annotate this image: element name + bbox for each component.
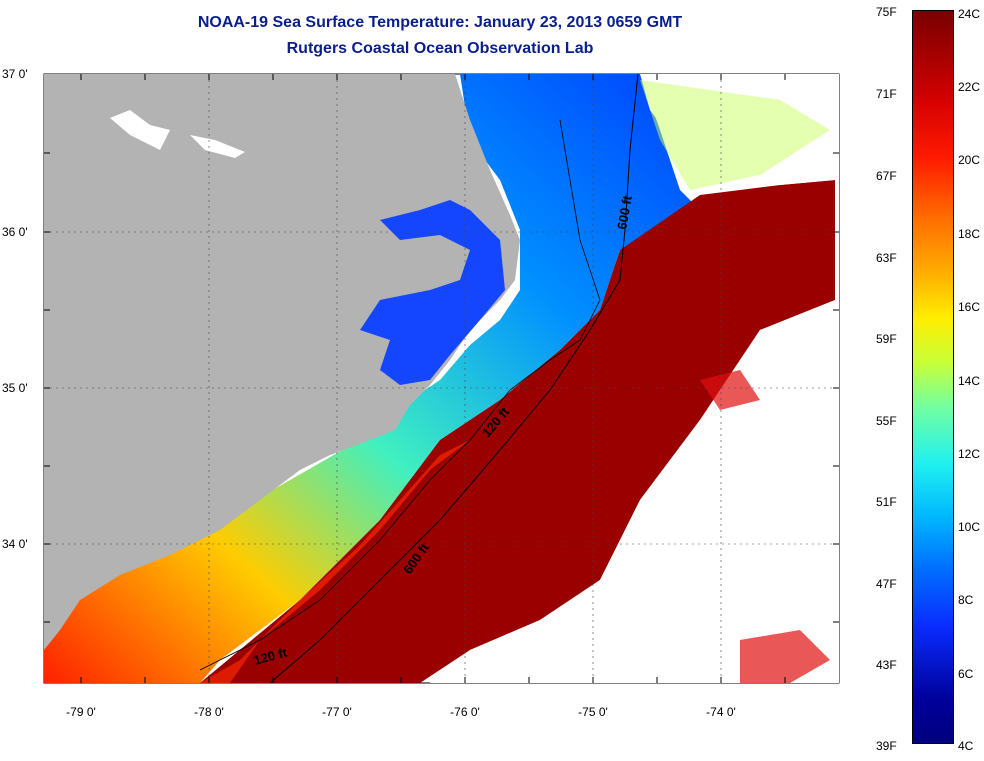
colorbar-f-label: 75F (876, 5, 897, 19)
colorbar-c-label: 22C (958, 80, 981, 94)
isobath-label: 600 ft (614, 194, 635, 231)
colorbar-f-label: 51F (876, 495, 897, 509)
map-title: NOAA-19 Sea Surface Temperature: January… (197, 14, 683, 31)
colorbar-c-label: 10C (958, 520, 981, 534)
lon-label: -77 0' (322, 705, 352, 719)
gulf-stream-edge (200, 440, 470, 683)
colorbar-c-label: 24C (958, 7, 981, 21)
colorbar-f-label: 67F (876, 169, 897, 183)
colorbar-c-label: 6C (958, 667, 974, 681)
isobath-600ft (269, 73, 639, 684)
lon-label: -78 0' (194, 705, 224, 719)
colorbar-c-label: 14C (958, 374, 981, 388)
colorbar-c-label: 12C (958, 447, 981, 461)
lat-label: 35 0' (2, 381, 28, 395)
lon-label: -74 0' (706, 705, 736, 719)
lat-label: 36 0' (2, 225, 28, 239)
colorbar-f-label: 55F (876, 414, 897, 428)
colorbar-c-label: 16C (958, 300, 981, 314)
colorbar-c-label: 20C (958, 153, 981, 167)
lake (190, 135, 245, 158)
colorbar-f-label: 63F (876, 251, 897, 265)
lon-label: -75 0' (578, 705, 608, 719)
colorbar-c-label: 4C (958, 739, 974, 753)
colorbar-c-label: 8C (958, 593, 974, 607)
map-subtitle: Rutgers Coastal Ocean Observation Lab (286, 40, 594, 57)
outer-ocean-speckle (640, 80, 830, 190)
colorbar-f-label: 43F (876, 658, 897, 672)
lat-label: 34 0' (2, 537, 28, 551)
colorbar-f-label: 59F (876, 332, 897, 346)
temperature-colorbar (912, 10, 954, 744)
colorbar-f-label: 71F (876, 87, 897, 101)
pamlico-sound (360, 200, 505, 385)
gulf-stream (200, 180, 835, 683)
axis-ticks (44, 74, 839, 683)
colorbar-f-label: 39F (876, 739, 897, 753)
cloud-cover (430, 74, 839, 683)
isobath-120ft (199, 119, 601, 671)
colorbar-f-label: 47F (876, 577, 897, 591)
lat-label: 37 0' (2, 67, 28, 81)
lake (110, 110, 170, 150)
colorbar-c-label: 18C (958, 227, 981, 241)
lon-label: -79 0' (66, 705, 96, 719)
graticule (44, 74, 839, 683)
lon-label: -76 0' (450, 705, 480, 719)
warm-patches (700, 370, 830, 683)
